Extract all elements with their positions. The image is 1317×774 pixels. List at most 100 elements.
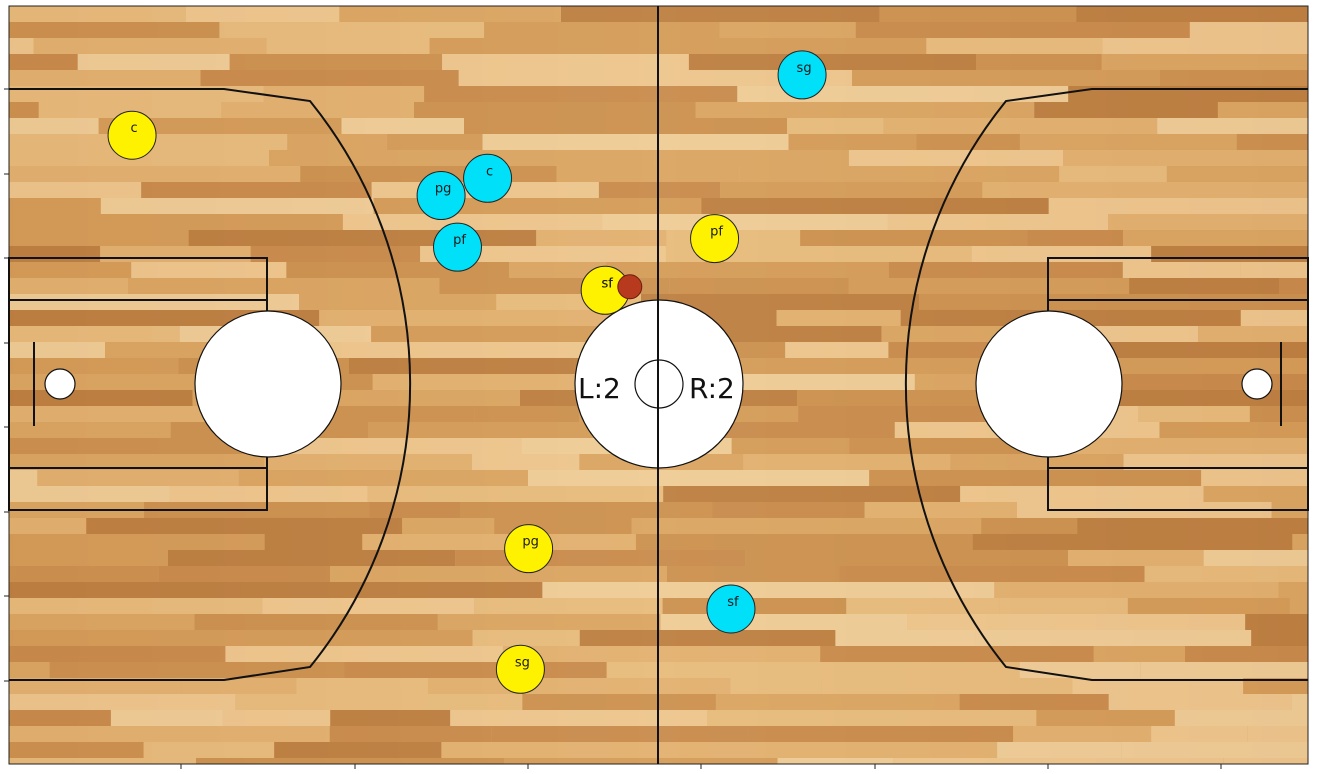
floor-plank [1072, 678, 1244, 694]
floor-plank [1203, 550, 1308, 566]
floor-plank [428, 678, 731, 694]
floor-plank [849, 438, 1049, 454]
floor-plank [667, 566, 840, 582]
floor-plank [1122, 262, 1241, 278]
floor-plank [641, 294, 920, 310]
floor-plank [1013, 726, 1152, 742]
floor-plank [839, 566, 1145, 582]
floor-plank [743, 454, 951, 470]
player-label: pf [710, 225, 723, 240]
floor-plank [606, 662, 722, 678]
floor-plank [556, 166, 740, 182]
floor-plank [329, 726, 492, 742]
floor-plank [264, 454, 472, 470]
player-left-pf[interactable]: pf [690, 214, 740, 264]
floor-plank [631, 518, 982, 534]
player-marker[interactable] [706, 584, 756, 634]
floor-plank [9, 422, 171, 438]
floor-plank [491, 726, 748, 742]
floor-plank [9, 598, 263, 614]
floor-plank [1243, 678, 1308, 694]
floor-plank [709, 582, 995, 598]
floor-plank [472, 630, 580, 646]
floor-plank [720, 358, 983, 374]
floor-plank [9, 6, 187, 22]
floor-plank [869, 470, 1202, 486]
floor-plank [9, 198, 101, 214]
floor-plank [263, 86, 425, 102]
player-marker[interactable] [777, 50, 827, 100]
floor-plank [9, 694, 236, 710]
floor-plank [33, 38, 267, 54]
player-marker[interactable] [416, 171, 466, 220]
floor-plank [950, 454, 1124, 470]
floor-plank [1240, 310, 1308, 326]
player-left-c[interactable]: c [107, 110, 157, 160]
floor-plank [9, 38, 34, 54]
player-marker[interactable] [495, 644, 545, 694]
player-right-c[interactable]: c [463, 153, 513, 203]
floor-plank [1249, 406, 1308, 422]
floor-plank [9, 454, 265, 470]
floor-plank [235, 694, 402, 710]
player-marker[interactable] [504, 524, 554, 574]
floor-plank [9, 630, 319, 646]
player-right-pf[interactable]: pf [432, 222, 482, 272]
floor-plank [1308, 182, 1317, 198]
floor-plank [9, 246, 101, 262]
left-free-throw-circle [194, 310, 342, 458]
floor-plank [1245, 614, 1308, 630]
floor-plank [1121, 742, 1308, 758]
floor-plank [222, 710, 331, 726]
floor-plank [919, 294, 1260, 310]
player-marker[interactable] [432, 222, 482, 272]
floor-plank [660, 614, 908, 630]
player-right-pg[interactable]: pg [416, 171, 466, 220]
player-label: c [130, 121, 137, 136]
floor-plank [318, 630, 473, 646]
player-marker[interactable] [107, 110, 157, 160]
floor-plank [9, 342, 106, 358]
floor-plank [1240, 262, 1308, 278]
floor-plank [720, 182, 983, 198]
floor-plank [9, 214, 343, 230]
floor-plank [888, 262, 1123, 278]
ball[interactable] [617, 274, 643, 300]
floor-plank [141, 182, 372, 198]
player-right-sf[interactable]: sf [706, 584, 756, 634]
floor-plank [602, 214, 888, 230]
player-left-pg[interactable]: pg [504, 524, 554, 574]
floor-plank [864, 502, 1017, 518]
floor-plank [9, 726, 215, 742]
floor-plank [9, 406, 260, 422]
floor-plank [9, 278, 129, 294]
floor-plank [502, 646, 821, 662]
floor-plank [663, 486, 961, 502]
player-right-sg[interactable]: sg [777, 50, 827, 100]
floor-plank [528, 470, 870, 486]
player-marker[interactable] [463, 153, 513, 203]
floor-plank [1027, 230, 1123, 246]
left-score-label: L:2 [578, 372, 621, 405]
floor-plank [9, 518, 87, 534]
floor-plank [665, 246, 972, 262]
floor-plank [186, 6, 340, 22]
floor-plank [100, 198, 374, 214]
floor-plank [296, 678, 429, 694]
floor-plank [975, 630, 1252, 646]
floor-plank [848, 150, 1064, 166]
floor-plank [820, 646, 1094, 662]
floor-plank [745, 550, 1068, 566]
floor-plank [960, 486, 1204, 502]
floor-plank [1159, 422, 1308, 438]
player-marker[interactable] [690, 214, 740, 264]
floor-plank [715, 742, 998, 758]
floor-plank [1185, 646, 1308, 662]
floor-plank [731, 438, 850, 454]
floor-plank [47, 358, 179, 374]
floor-plank [131, 262, 287, 278]
right-free-throw-circle [975, 310, 1123, 458]
player-left-sg[interactable]: sg [495, 644, 545, 694]
floor-plank [38, 102, 222, 118]
floor-plank [1155, 150, 1308, 166]
